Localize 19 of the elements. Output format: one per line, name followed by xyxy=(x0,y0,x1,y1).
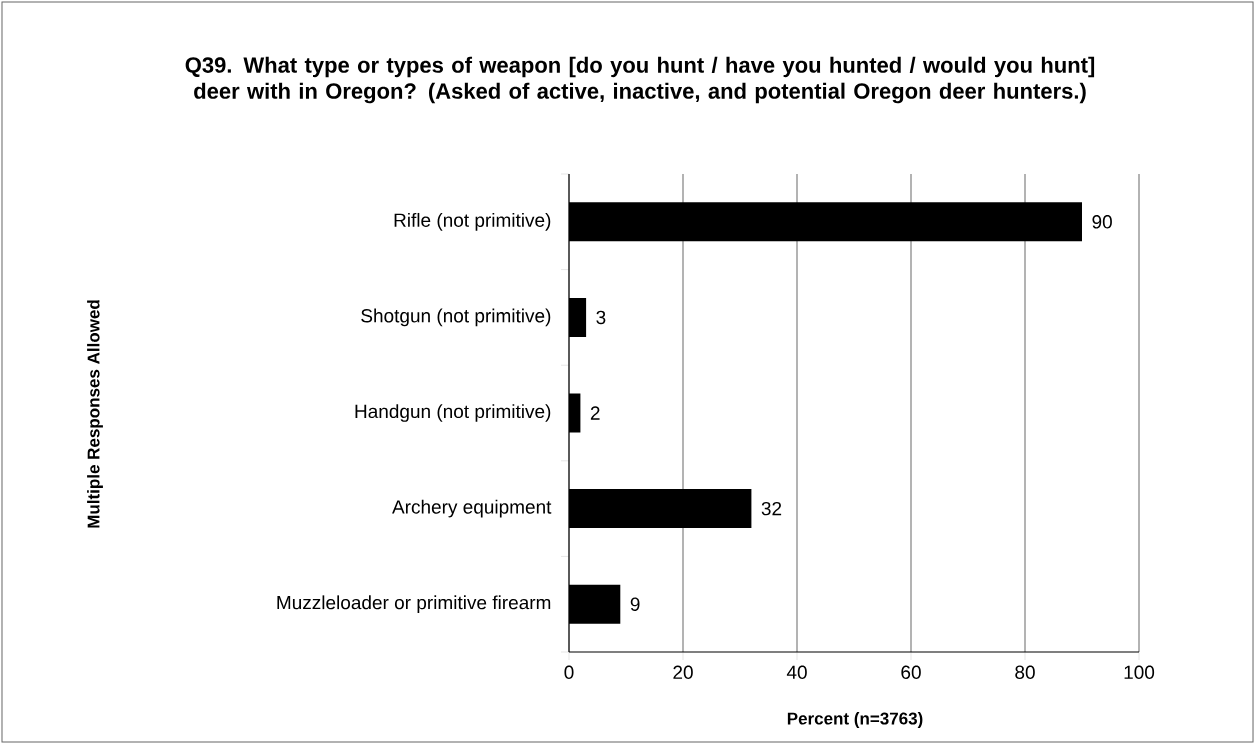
x-tick-label: 80 xyxy=(1015,665,1035,679)
x-tick-label: 40 xyxy=(786,665,807,679)
text: Multiple Responses Allowed xyxy=(87,300,103,528)
x-tick-label: 20 xyxy=(673,665,693,679)
data-label: 3 xyxy=(596,310,606,325)
data-label: 90 xyxy=(1092,215,1112,229)
y-tick-label: Shotgun (not primitive) xyxy=(361,308,551,327)
x-axis-title: Percent (n=3763) xyxy=(787,712,923,728)
x-tick-label: 0 xyxy=(564,665,574,679)
y-tick-label: Rifle (not primitive) xyxy=(394,212,551,231)
chart-title: Q39. What type or types of weapon [do you hunt / have you hunted / would you hunt] deer with in Oregon? (Asked of active, inactive, and potential Oregon deer hunters.) xyxy=(185,56,1095,104)
x-tick-label: 100 xyxy=(1124,665,1155,679)
data-label: 32 xyxy=(761,501,782,516)
y-tick-label: Handgun (not primitive) xyxy=(355,404,551,422)
y-tick-label: Archery equipment xyxy=(392,499,552,518)
data-label: 9 xyxy=(630,597,640,611)
y-tick-label: Muzzleloader or primitive firearm xyxy=(277,595,551,614)
x-tick-label: 60 xyxy=(901,665,921,679)
data-label: 2 xyxy=(590,406,600,420)
